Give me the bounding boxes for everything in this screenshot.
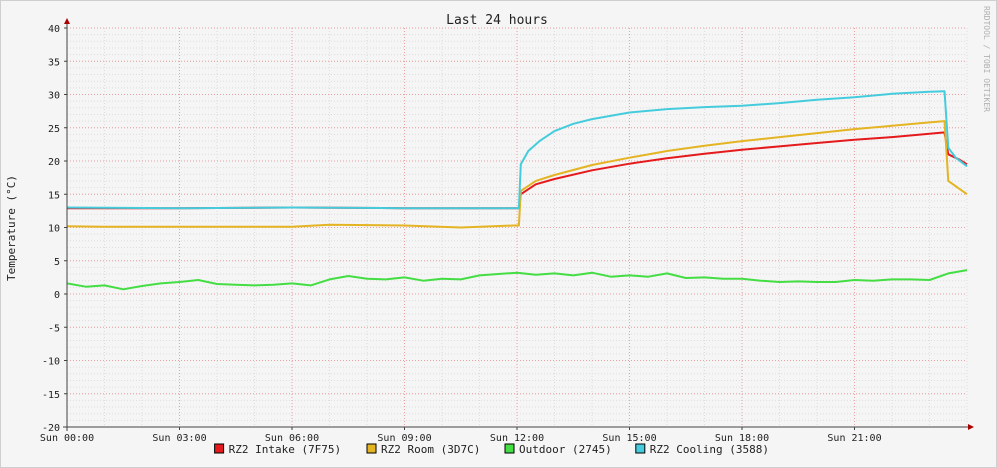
x-tick-label: Sun 15:00	[602, 433, 656, 444]
y-tick-label: 15	[48, 190, 60, 201]
y-tick-label: -15	[42, 390, 60, 401]
legend-label: Outdoor (2745)	[519, 443, 612, 456]
y-axis-arrow	[64, 18, 70, 24]
legend-label: RZ2 Room (3D7C)	[381, 443, 480, 456]
y-tick-label: 35	[48, 57, 60, 68]
y-tick-label: 5	[54, 257, 60, 268]
x-tick-label: Sun 12:00	[490, 433, 544, 444]
series-line	[66, 120, 968, 229]
legend-swatch	[504, 443, 515, 454]
y-tick-label: -5	[48, 323, 60, 334]
series-line	[66, 269, 968, 291]
y-tick-label: 10	[48, 224, 60, 235]
axes: -20 -15 -10 -5 0 5 10 15 20 25 30 35 40 Sun 00:00 Sun …	[40, 18, 974, 444]
legend-label: RZ2 Cooling (3588)	[650, 443, 769, 456]
y-tick-label: -10	[42, 357, 60, 368]
y-tick-label: 30	[48, 91, 60, 102]
x-axis-arrow	[968, 424, 974, 430]
y-tick-label: -20	[42, 423, 60, 434]
x-tick-label: Sun 09:00	[377, 433, 431, 444]
y-axis-label: Temperature (°C)	[5, 175, 18, 281]
x-tick-label: Sun 06:00	[265, 433, 319, 444]
x-tick-label: Sun 21:00	[827, 433, 881, 444]
legend: RZ2 Intake (7F75) RZ2 Room (3D7C) Outdoor …	[214, 443, 769, 456]
watermark: RRDTOOL / TOBI OETIKER	[982, 6, 991, 112]
y-tick-label: 40	[48, 24, 60, 35]
chart-title: Last 24 hours	[446, 13, 548, 28]
x-tick-label: Sun 03:00	[152, 433, 206, 444]
x-tick-label: Sun 00:00	[40, 433, 94, 444]
legend-swatch	[214, 443, 225, 454]
series-line	[66, 90, 968, 210]
legend-swatch	[635, 443, 646, 454]
y-tick-label: 25	[48, 124, 60, 135]
y-tick-label: 0	[54, 290, 60, 301]
y-tick-label: 20	[48, 157, 60, 168]
legend-swatch	[366, 443, 377, 454]
legend-label: RZ2 Intake (7F75)	[229, 443, 342, 456]
series-layer	[66, 90, 968, 291]
x-tick-label: Sun 18:00	[715, 433, 769, 444]
